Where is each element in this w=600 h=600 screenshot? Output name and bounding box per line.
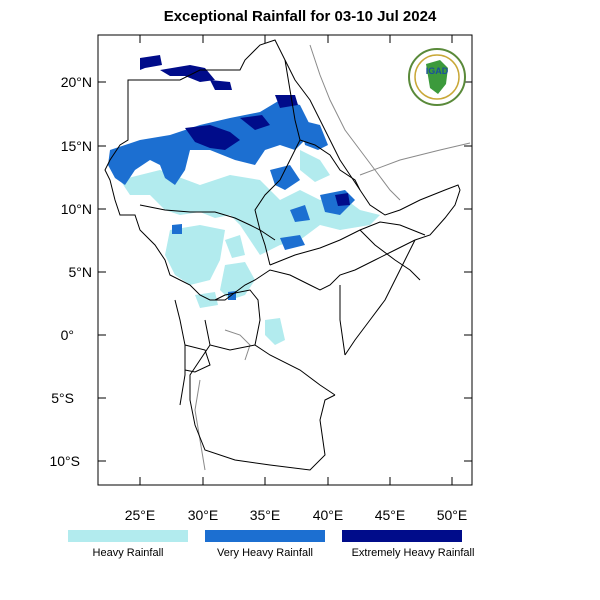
heavy-rainfall-areas [120, 150, 380, 345]
axis-ticks [98, 35, 472, 485]
lon-label: 50°E [437, 507, 468, 523]
lon-label: 40°E [313, 507, 344, 523]
lat-label: 15°N [61, 138, 92, 154]
lon-label: 30°E [188, 507, 219, 523]
latitude-labels: 20°N 15°N 10°N 5°N 0° 5°S 10°S [49, 74, 92, 469]
lon-label: 25°E [125, 507, 156, 523]
legend-swatch-very-heavy [205, 530, 325, 542]
legend: Heavy Rainfall Very Heavy Rainfall Extre… [68, 530, 474, 559]
lon-label: 45°E [375, 507, 406, 523]
plot-frame [97, 34, 473, 486]
logo-inner-ring-icon [414, 54, 460, 100]
lat-label: 0° [61, 327, 74, 343]
legend-swatch-heavy [68, 530, 188, 542]
igad-logo: IGAD [408, 48, 466, 106]
logo-text: IGAD [426, 66, 449, 76]
lat-label: 10°N [61, 201, 92, 217]
coastline-layer [194, 44, 471, 471]
lat-label: 10°S [49, 453, 80, 469]
rainfall-layer [108, 55, 380, 345]
logo-africa-icon [426, 60, 448, 94]
lat-label: 20°N [61, 74, 92, 90]
lat-label: 5°N [69, 264, 93, 280]
legend-label-very-heavy: Very Heavy Rainfall [217, 547, 313, 559]
lon-label: 35°E [250, 507, 281, 523]
lat-label: 5°S [51, 390, 74, 406]
legend-label-heavy: Heavy Rainfall [93, 547, 164, 559]
map-title: Exceptional Rainfall for 03-10 Jul 2024 [163, 8, 437, 25]
legend-swatch-extreme [342, 530, 462, 542]
legend-label-extreme: Extremely Heavy Rainfall [352, 547, 475, 559]
longitude-labels: 25°E 30°E 35°E 40°E 45°E 50°E [125, 507, 468, 523]
border-layer [104, 39, 461, 471]
